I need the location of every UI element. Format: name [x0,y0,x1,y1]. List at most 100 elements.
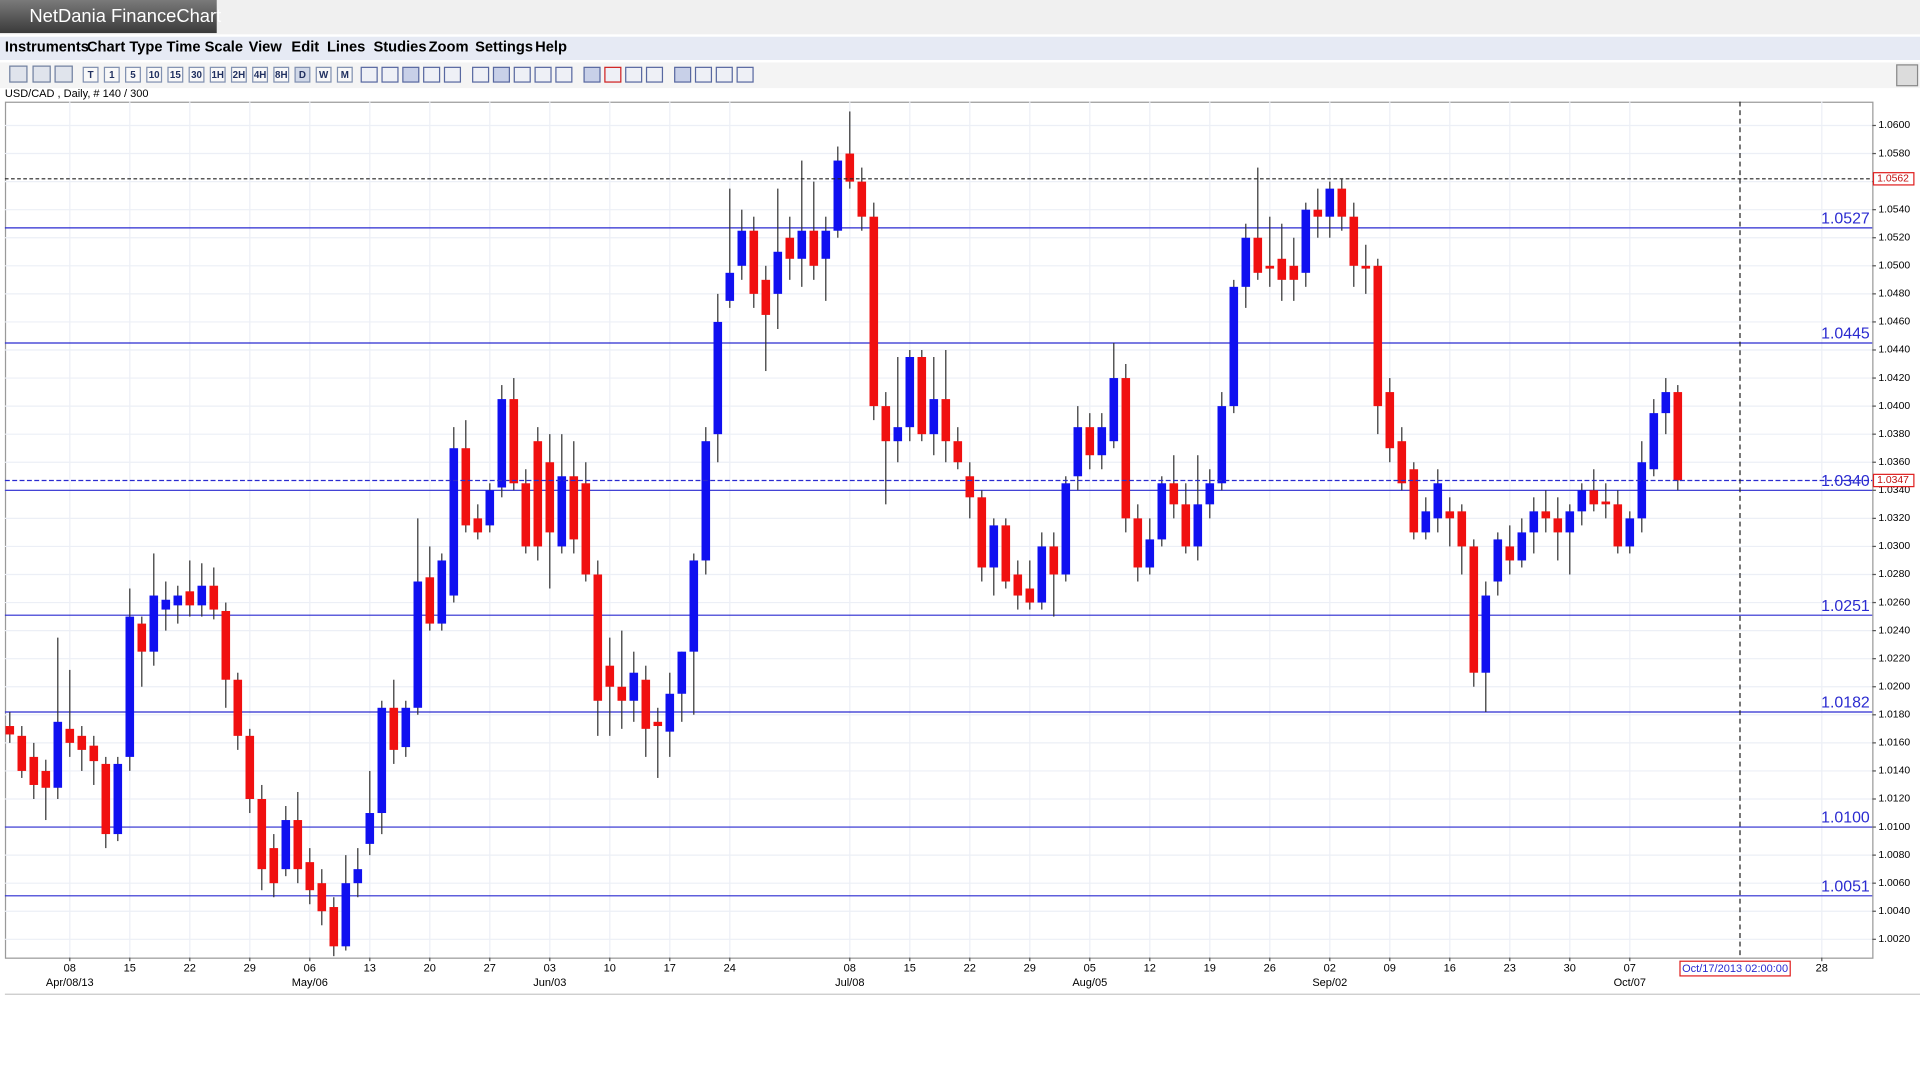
timescale-button[interactable] [146,66,163,83]
candle-body [689,560,699,652]
menu-item[interactable]: Instruments [5,40,89,56]
y-tick-label: 1.0080 [1878,850,1910,861]
candle-body [1169,483,1179,505]
candle-body [1445,511,1455,519]
candle-body [233,679,243,736]
timescale-button[interactable] [82,66,99,83]
x-tick-label: 27 [484,962,496,974]
timescale-button[interactable] [125,66,141,83]
timescale-label[interactable]: 2H [233,70,246,81]
tool-icon[interactable] [625,66,643,83]
menu-item[interactable]: Zoom [429,40,469,56]
y-tick-label: 1.0060 [1878,878,1910,889]
menu-item[interactable]: View [249,40,283,56]
timescale-button[interactable] [103,66,120,83]
timescale-button[interactable] [188,66,205,83]
candle-body [1109,378,1119,442]
tool-icon[interactable] [492,66,510,83]
menu-item[interactable]: Help [535,40,567,56]
menu-item[interactable]: Chart Type [87,40,163,56]
candle-body [893,427,903,442]
timescale-label[interactable]: 8H [275,70,288,81]
timescale-label[interactable]: D [299,70,306,81]
y-tick-label: 1.0160 [1878,738,1910,749]
y-tick-label: 1.0360 [1878,457,1910,468]
timescale-label[interactable]: 30 [191,70,202,81]
tool-icon[interactable] [534,66,552,83]
timescale-label[interactable]: M [341,70,349,81]
candle-body [1121,378,1131,519]
panel-button[interactable] [1896,64,1919,87]
timescale-label[interactable]: 5 [130,70,136,81]
timescale-button[interactable] [230,66,247,83]
tool-icon[interactable] [645,66,664,83]
timescale-label[interactable]: W [319,70,329,81]
timescale-label[interactable]: 4H [254,70,267,81]
timescale-label[interactable]: 15 [170,70,181,81]
candle-body [137,623,147,652]
candle-body [401,707,411,748]
candle-body [1097,427,1107,456]
x-month-label: May/06 [292,977,328,989]
tool-icon[interactable] [381,66,399,83]
tool-icon[interactable] [694,66,713,83]
tool-icon[interactable] [402,66,420,83]
x-tick-label: 10 [604,962,616,974]
timescale-button[interactable] [273,66,290,83]
x-tick-label: 29 [1024,962,1036,974]
candle-body [485,490,495,526]
candle-body [1145,539,1155,568]
candle-body [1037,546,1047,603]
tool-icon[interactable] [32,65,51,83]
tool-icon[interactable] [513,66,531,83]
timescale-label[interactable]: 10 [149,70,160,81]
candle-body [965,476,975,498]
tool-icon[interactable] [736,66,754,83]
candle-body [1625,518,1635,547]
y-tick-label: 1.0040 [1878,906,1910,917]
x-tick-label: 07 [1624,962,1636,974]
menu-item[interactable]: Studies [373,40,426,56]
tool-icon[interactable] [472,66,490,83]
tool-icon[interactable] [555,66,573,83]
timescale-button[interactable] [336,66,353,83]
x-tick-label: 29 [244,962,256,974]
timescale-label[interactable]: 1 [109,70,115,81]
tool-icon[interactable] [443,66,462,83]
candle-body [509,399,519,484]
candle-body [89,745,99,762]
menu-item[interactable]: Edit [291,40,319,56]
x-tick-label: 06 [304,962,316,974]
timescale-label[interactable]: T [88,70,94,81]
timescale-button[interactable] [294,66,311,83]
tool-icon[interactable] [604,66,622,83]
candle-body [1421,511,1431,533]
menu-item[interactable]: Lines [327,40,365,56]
menu-bar [0,36,1920,60]
candle-body [1457,511,1467,547]
tool-icon[interactable] [674,66,692,83]
timescale-button[interactable] [315,66,332,83]
menu-item[interactable]: Time Scale [167,40,243,56]
tool-icon[interactable] [9,65,28,83]
timescale-button[interactable] [252,66,269,83]
marker-value: 1.0562 [1877,174,1909,185]
tool-icon[interactable] [54,65,73,83]
candle-body [1253,237,1263,273]
menu-item[interactable]: Settings [475,40,533,56]
tool-icon[interactable] [423,66,441,83]
timescale-button[interactable] [167,66,184,83]
candle-body [1001,525,1011,582]
y-tick-label: 1.0220 [1878,653,1910,664]
candle-body [605,665,615,687]
timescale-button[interactable] [209,66,226,83]
candle-body [389,707,399,750]
tool-icon[interactable] [360,66,378,83]
tool-icon[interactable] [583,66,601,83]
candle-body [377,707,387,814]
timescale-label[interactable]: 1H [211,70,224,81]
y-tick-label: 1.0320 [1878,513,1910,524]
tool-icon[interactable] [715,66,733,83]
candle-body [317,883,327,912]
title-box [0,0,217,34]
